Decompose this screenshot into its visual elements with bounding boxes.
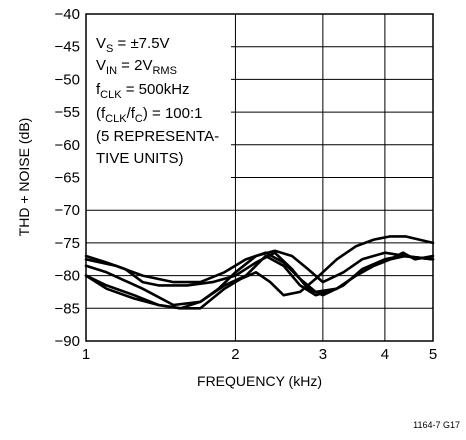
- x-tick-labels: 1 2 3 4 5: [82, 346, 437, 363]
- series-line-2: [84, 251, 435, 297]
- annotation-line-1: VS = ±7.5V: [96, 35, 170, 55]
- plot-frame: [85, 13, 434, 342]
- y-tick-label: −60: [55, 137, 80, 154]
- x-axis-label: FREQUENCY (kHz): [197, 373, 322, 389]
- annotation-line-6: TIVE UNITS): [96, 150, 184, 167]
- x-tick-label: 4: [381, 346, 389, 363]
- y-tick-label: −50: [55, 71, 80, 88]
- series-line-5: [84, 251, 435, 307]
- y-tick-label: −40: [55, 6, 80, 23]
- annotation-line-5: (5 REPRESENTA-: [96, 128, 219, 145]
- annotation-line-4: (fCLK/fC) = 100:1: [96, 105, 203, 125]
- figure-id: 1164-7 G17: [413, 420, 460, 430]
- x-tick-label: 2: [231, 346, 239, 363]
- x-tick-label: 3: [319, 346, 327, 363]
- x-tick-label: 5: [429, 346, 437, 363]
- y-tick-label: −90: [55, 333, 80, 350]
- series-layer: [84, 235, 435, 310]
- series-line-4: [84, 235, 435, 310]
- y-tick-label: −45: [55, 39, 80, 56]
- y-axis-label: THD + NOISE (dB): [16, 118, 32, 237]
- y-tick-label: −65: [55, 170, 80, 187]
- y-tick-label: −75: [55, 235, 80, 252]
- y-tick-labels: −40 −45 −50 −55 −60 −65 −70 −75 −80 −85 −90: [55, 6, 80, 350]
- y-tick-label: −70: [55, 202, 80, 219]
- annotation-background: [86, 20, 231, 186]
- y-tick-label: −80: [55, 268, 80, 285]
- annotation-line-3: fCLK = 500kHz: [96, 81, 190, 101]
- x-tick-label: 1: [82, 346, 90, 363]
- annotation: VS = ±7.5V VIN = 2VRMS fCLK = 500kHz (fC…: [96, 35, 219, 167]
- annotation-line-2: VIN = 2VRMS: [96, 57, 177, 77]
- y-tick-label: −55: [55, 104, 80, 121]
- y-tick-label: −85: [55, 300, 80, 317]
